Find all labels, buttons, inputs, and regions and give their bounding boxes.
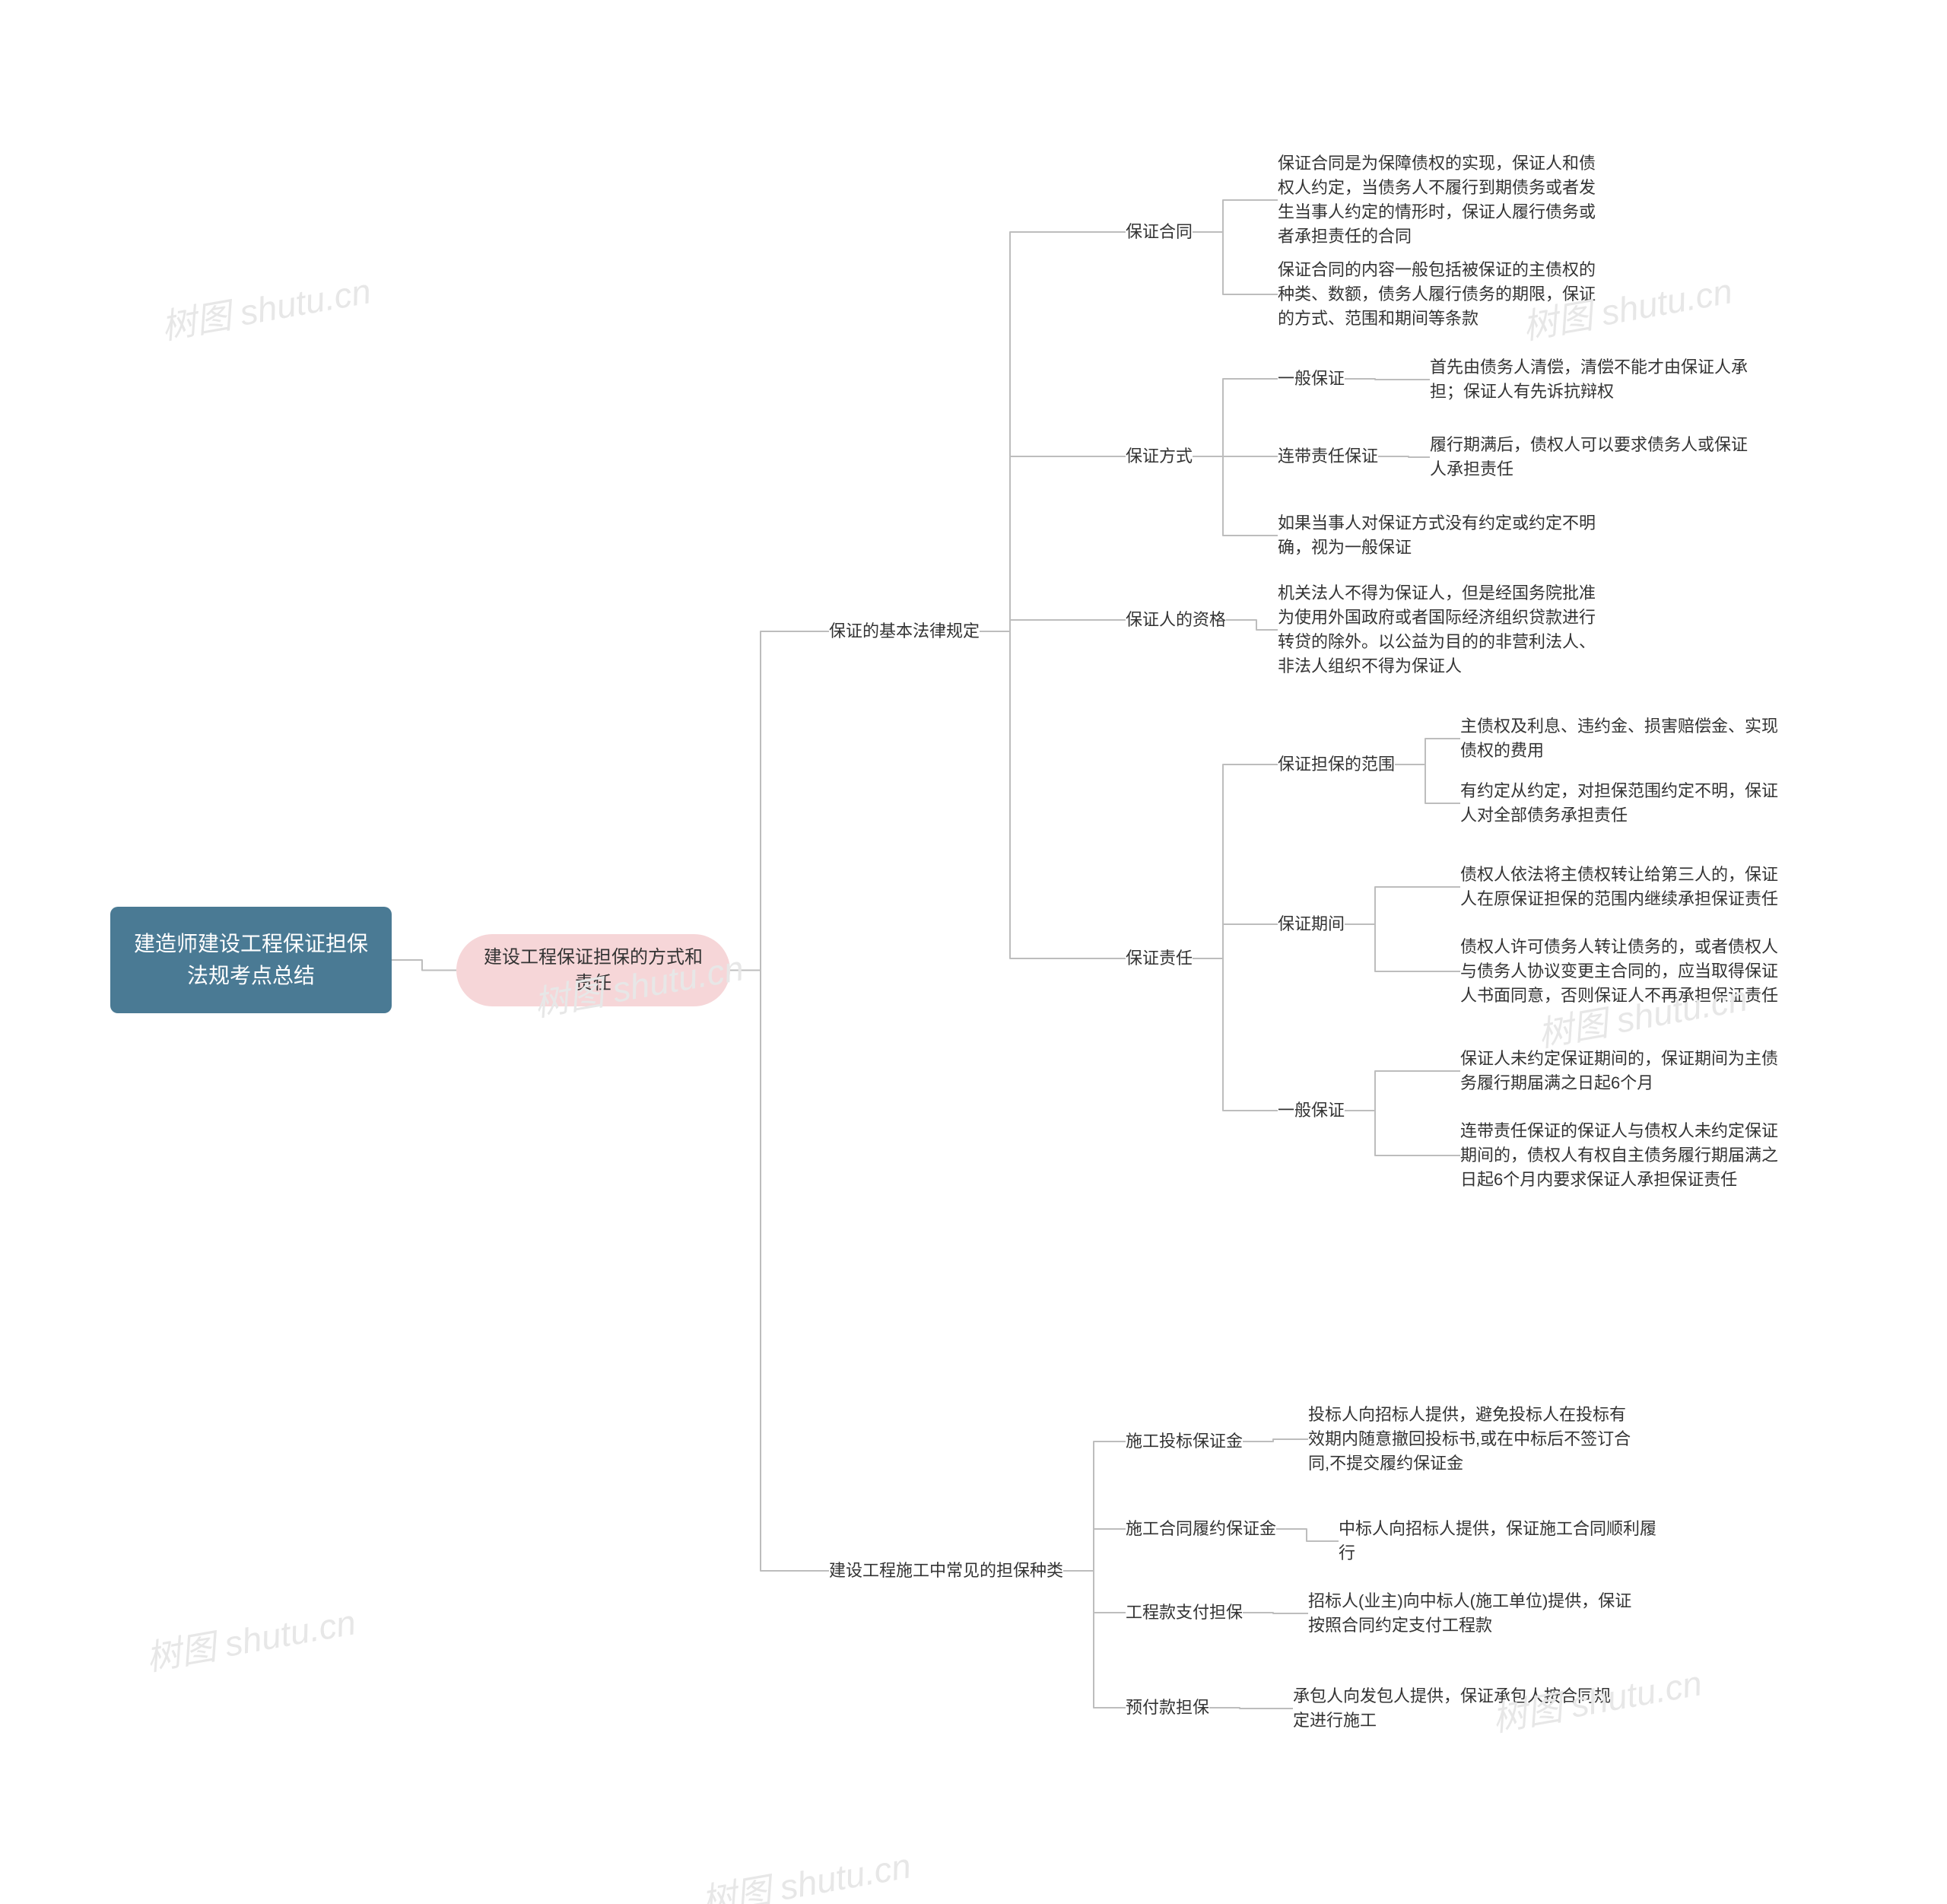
node-text: 主债权及利息、违约金、损害赔偿金、实现债权的费用 [1460, 717, 1778, 760]
node-a2_3: 如果当事人对保证方式没有约定或约定不明确，视为一般保证 [1278, 508, 1605, 563]
node-a4: 保证责任 [1126, 943, 1193, 974]
node-a4_2b: 债权人许可债务人转让债务的，或者债权人与债务人协议变更主合同的，应当取得保证人书… [1460, 932, 1787, 1011]
node-a4_1: 保证担保的范围 [1278, 749, 1395, 780]
node-text: 建设工程施工中常见的担保种类 [829, 1561, 1063, 1580]
node-a4_1a: 主债权及利息、违约金、损害赔偿金、实现债权的费用 [1460, 711, 1787, 766]
node-text: 保证合同是为保障债权的实现，保证人和债权人约定，当债务人不履行到期债务或者发生当… [1278, 154, 1596, 246]
node-text: 债权人依法将主债权转让给第三人的，保证人在原保证担保的范围内继续承担保证责任 [1460, 865, 1778, 908]
node-text: 保证合同的内容一般包括被保证的主债权的种类、数额，债务人履行债务的期限，保证的方… [1278, 260, 1596, 328]
node-l2b: 建设工程施工中常见的担保种类 [829, 1556, 1063, 1586]
node-text: 建造师建设工程保证担保 [133, 928, 369, 960]
node-a3: 保证人的资格 [1126, 605, 1226, 635]
node-text: 有约定从约定，对担保范围约定不明，保证人对全部债务承担责任 [1460, 781, 1778, 825]
node-text: 中标人向招标人提供，保证施工合同顺利履行 [1339, 1519, 1656, 1562]
node-a2_2: 连带责任保证 [1278, 441, 1378, 472]
node-text: 机关法人不得为保证人，但是经国务院批准为使用外国政府或者国际经济组织贷款进行转贷… [1278, 583, 1596, 675]
node-a2_1: 一般保证 [1278, 364, 1345, 394]
node-text: 履行期满后，债权人可以要求债务人或保证人承担责任 [1430, 435, 1748, 478]
node-text: 首先由债务人清偿，清偿不能才由保证人承担；保证人有先诉抗辩权 [1430, 358, 1748, 401]
node-b1d: 投标人向招标人提供，避免投标人在投标有效期内随意撤回投标书,或在中标后不签订合同… [1308, 1400, 1635, 1479]
node-text: 施工投标保证金 [1126, 1432, 1243, 1451]
node-text: 一般保证 [1278, 1101, 1345, 1120]
node-text: 预付款担保 [1126, 1698, 1209, 1717]
node-b4d: 承包人向发包人提供，保证承包人按合同规定进行施工 [1293, 1681, 1620, 1736]
node-a3_1: 机关法人不得为保证人，但是经国务院批准为使用外国政府或者国际经济组织贷款进行转贷… [1278, 578, 1605, 682]
node-l2a: 保证的基本法律规定 [829, 616, 980, 647]
node-text: 工程款支付担保 [1126, 1603, 1243, 1622]
node-text: 连带责任保证的保证人与债权人未约定保证期间的，债权人有权自主债务履行期届满之日起… [1460, 1121, 1778, 1189]
node-b2: 施工合同履约保证金 [1126, 1514, 1276, 1544]
node-l1: 建设工程保证担保的方式和责任 [456, 934, 730, 1006]
node-text: 债权人许可债务人转让债务的，或者债权人与债务人协议变更主合同的，应当取得保证人书… [1460, 937, 1778, 1005]
node-text: 建设工程保证担保的方式和责任 [484, 947, 703, 993]
node-text: 一般保证 [1278, 369, 1345, 388]
node-a2_1d: 首先由债务人清偿，清偿不能才由保证人承担；保证人有先诉抗辩权 [1430, 352, 1757, 407]
node-text: 保证期间 [1278, 914, 1345, 933]
node-a1_2: 保证合同的内容一般包括被保证的主债权的种类、数额，债务人履行债务的期限，保证的方… [1278, 255, 1605, 334]
node-b1: 施工投标保证金 [1126, 1426, 1243, 1457]
node-root: 建造师建设工程保证担保法规考点总结 [110, 907, 392, 1013]
node-text: 法规考点总结 [133, 960, 369, 992]
node-text: 保证人的资格 [1126, 610, 1226, 629]
node-text: 施工合同履约保证金 [1126, 1519, 1276, 1538]
node-text: 如果当事人对保证方式没有约定或约定不明确，视为一般保证 [1278, 513, 1596, 557]
node-text: 连带责任保证 [1278, 447, 1378, 466]
node-a2_2d: 履行期满后，债权人可以要求债务人或保证人承担责任 [1430, 430, 1757, 485]
node-text: 投标人向招标人提供，避免投标人在投标有效期内随意撤回投标书,或在中标后不签订合同… [1308, 1405, 1631, 1473]
node-b3: 工程款支付担保 [1126, 1597, 1243, 1628]
node-a1_1: 保证合同是为保障债权的实现，保证人和债权人约定，当债务人不履行到期债务或者发生当… [1278, 148, 1605, 252]
node-a4_3b: 连带责任保证的保证人与债权人未约定保证期间的，债权人有权自主债务履行期届满之日起… [1460, 1116, 1787, 1195]
node-a4_1b: 有约定从约定，对担保范围约定不明，保证人对全部债务承担责任 [1460, 776, 1787, 831]
node-a4_2a: 债权人依法将主债权转让给第三人的，保证人在原保证担保的范围内继续承担保证责任 [1460, 860, 1787, 914]
node-a2: 保证方式 [1126, 441, 1193, 472]
node-a4_3a: 保证人未约定保证期间的，保证期间为主债务履行期届满之日起6个月 [1460, 1044, 1787, 1098]
node-b4: 预付款担保 [1126, 1693, 1209, 1723]
node-a4_2: 保证期间 [1278, 909, 1345, 939]
node-b3d: 招标人(业主)向中标人(施工单位)提供，保证按照合同约定支付工程款 [1308, 1586, 1635, 1641]
node-text: 保证人未约定保证期间的，保证期间为主债务履行期届满之日起6个月 [1460, 1049, 1778, 1092]
node-a1: 保证合同 [1126, 217, 1193, 247]
node-text: 保证担保的范围 [1278, 755, 1395, 774]
node-a4_3: 一般保证 [1278, 1095, 1345, 1126]
node-text: 承包人向发包人提供，保证承包人按合同规定进行施工 [1293, 1686, 1611, 1730]
node-text: 保证责任 [1126, 949, 1193, 968]
node-text: 保证方式 [1126, 447, 1193, 466]
watermark: 树图 shutu.cn [697, 1838, 914, 1904]
mindmap-canvas: 建造师建设工程保证担保法规考点总结 建设工程保证担保的方式和责任 保证的基本法律规定… [0, 0, 1947, 1904]
node-text: 招标人(业主)向中标人(施工单位)提供，保证按照合同约定支付工程款 [1308, 1591, 1631, 1635]
watermark: 树图 shutu.cn [157, 263, 374, 349]
node-text: 保证的基本法律规定 [829, 621, 980, 640]
node-text: 保证合同 [1126, 222, 1193, 241]
watermark: 树图 shutu.cn [141, 1594, 359, 1680]
node-b2d: 中标人向招标人提供，保证施工合同顺利履行 [1339, 1514, 1666, 1569]
